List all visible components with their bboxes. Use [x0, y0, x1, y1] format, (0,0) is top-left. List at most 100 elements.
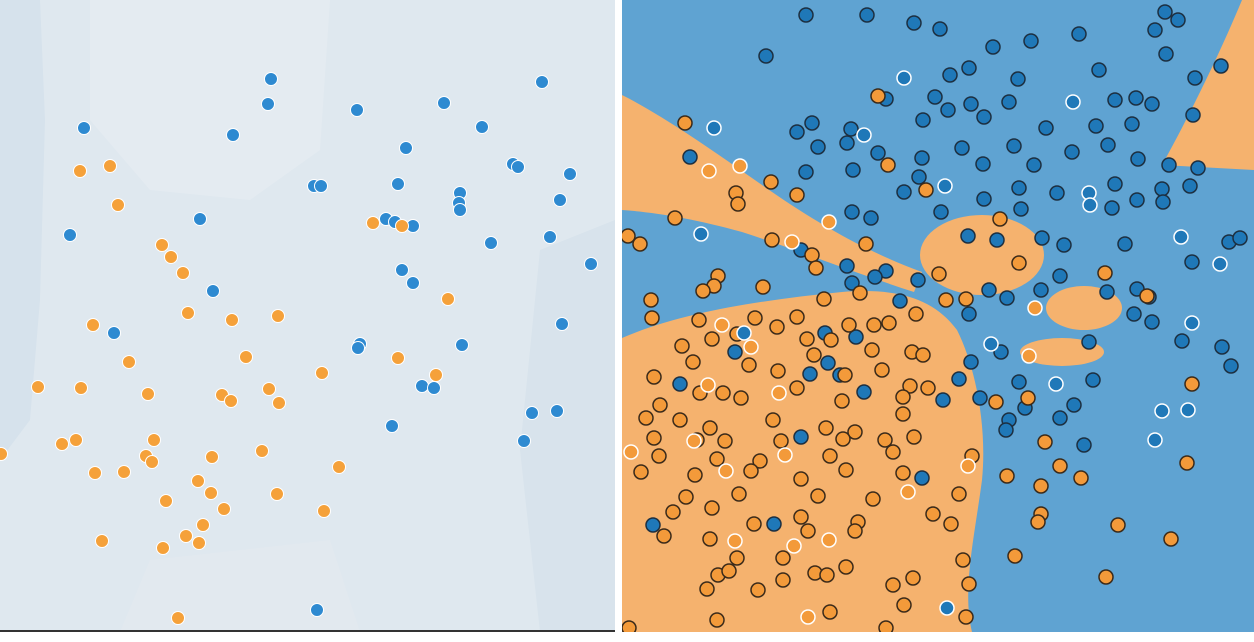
- point: [743, 339, 759, 355]
- point: [550, 404, 564, 418]
- point: [1100, 137, 1116, 153]
- point: [789, 187, 805, 203]
- point: [427, 381, 441, 395]
- point: [86, 318, 100, 332]
- point: [819, 567, 835, 583]
- point: [798, 7, 814, 23]
- point: [810, 139, 826, 155]
- point: [623, 444, 639, 460]
- point: [771, 385, 787, 401]
- boundary-region: [1162, 0, 1254, 170]
- point: [746, 516, 762, 532]
- point: [622, 228, 636, 244]
- point: [155, 238, 169, 252]
- point: [878, 620, 894, 632]
- point: [224, 394, 238, 408]
- point: [859, 7, 875, 23]
- point: [1052, 458, 1068, 474]
- point: [927, 89, 943, 105]
- point: [1184, 254, 1200, 270]
- point: [736, 325, 752, 341]
- point: [239, 350, 253, 364]
- point: [1098, 569, 1114, 585]
- point: [896, 70, 912, 86]
- point: [961, 306, 977, 322]
- point: [1011, 374, 1027, 390]
- point: [543, 230, 557, 244]
- point: [1129, 192, 1145, 208]
- point: [171, 611, 185, 625]
- point: [727, 344, 743, 360]
- point: [1026, 157, 1042, 173]
- point: [789, 309, 805, 325]
- point: [848, 329, 864, 345]
- point: [1126, 306, 1142, 322]
- point: [395, 219, 409, 233]
- point: [843, 121, 859, 137]
- point: [870, 88, 886, 104]
- point: [145, 455, 159, 469]
- point: [939, 600, 955, 616]
- point: [799, 331, 815, 347]
- point: [406, 276, 420, 290]
- point: [704, 500, 720, 516]
- point: [1147, 432, 1163, 448]
- point: [1023, 33, 1039, 49]
- point: [1099, 284, 1115, 300]
- point: [802, 366, 818, 382]
- point: [1020, 390, 1036, 406]
- point: [847, 523, 863, 539]
- point: [915, 112, 931, 128]
- point: [931, 266, 947, 282]
- point: [226, 128, 240, 142]
- boundary-region: [90, 0, 330, 200]
- point: [95, 534, 109, 548]
- point: [1007, 548, 1023, 564]
- point: [727, 533, 743, 549]
- point: [1174, 333, 1190, 349]
- point: [820, 355, 836, 371]
- point: [351, 341, 365, 355]
- point: [985, 39, 1001, 55]
- point: [117, 465, 131, 479]
- point: [925, 506, 941, 522]
- point: [1097, 265, 1113, 281]
- point: [1081, 334, 1097, 350]
- point: [74, 381, 88, 395]
- point: [874, 362, 890, 378]
- point: [777, 447, 793, 463]
- point: [702, 531, 718, 547]
- point: [1184, 315, 1200, 331]
- point: [196, 518, 210, 532]
- point: [983, 336, 999, 352]
- point: [914, 150, 930, 166]
- point: [960, 458, 976, 474]
- point: [818, 420, 834, 436]
- point: [103, 159, 117, 173]
- point: [838, 559, 854, 575]
- point: [441, 292, 455, 306]
- point: [896, 184, 912, 200]
- point: [896, 597, 912, 613]
- point: [88, 466, 102, 480]
- point: [793, 429, 809, 445]
- point: [682, 149, 698, 165]
- point: [1091, 62, 1107, 78]
- point: [310, 603, 324, 617]
- point: [455, 338, 469, 352]
- point: [193, 212, 207, 226]
- point: [835, 431, 851, 447]
- point: [646, 369, 662, 385]
- point: [864, 342, 880, 358]
- point: [822, 604, 838, 620]
- point: [988, 394, 1004, 410]
- point: [674, 338, 690, 354]
- point: [844, 275, 860, 291]
- point: [1161, 157, 1177, 173]
- point: [1180, 402, 1196, 418]
- point: [852, 285, 868, 301]
- point: [961, 60, 977, 76]
- point: [159, 494, 173, 508]
- point: [1027, 300, 1043, 316]
- point: [800, 523, 816, 539]
